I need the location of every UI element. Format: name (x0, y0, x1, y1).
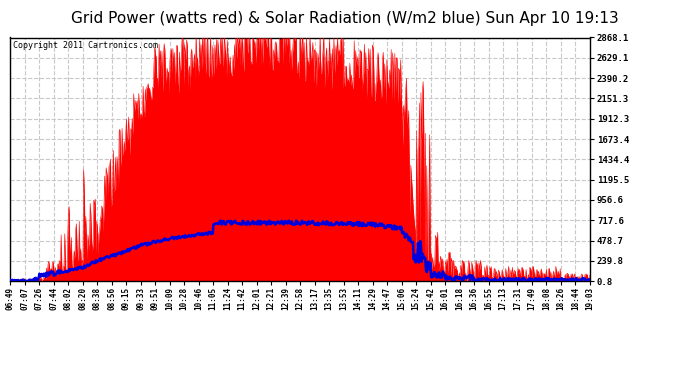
Text: Grid Power (watts red) & Solar Radiation (W/m2 blue) Sun Apr 10 19:13: Grid Power (watts red) & Solar Radiation… (71, 11, 619, 26)
Text: Copyright 2011 Cartronics.com: Copyright 2011 Cartronics.com (13, 41, 158, 50)
